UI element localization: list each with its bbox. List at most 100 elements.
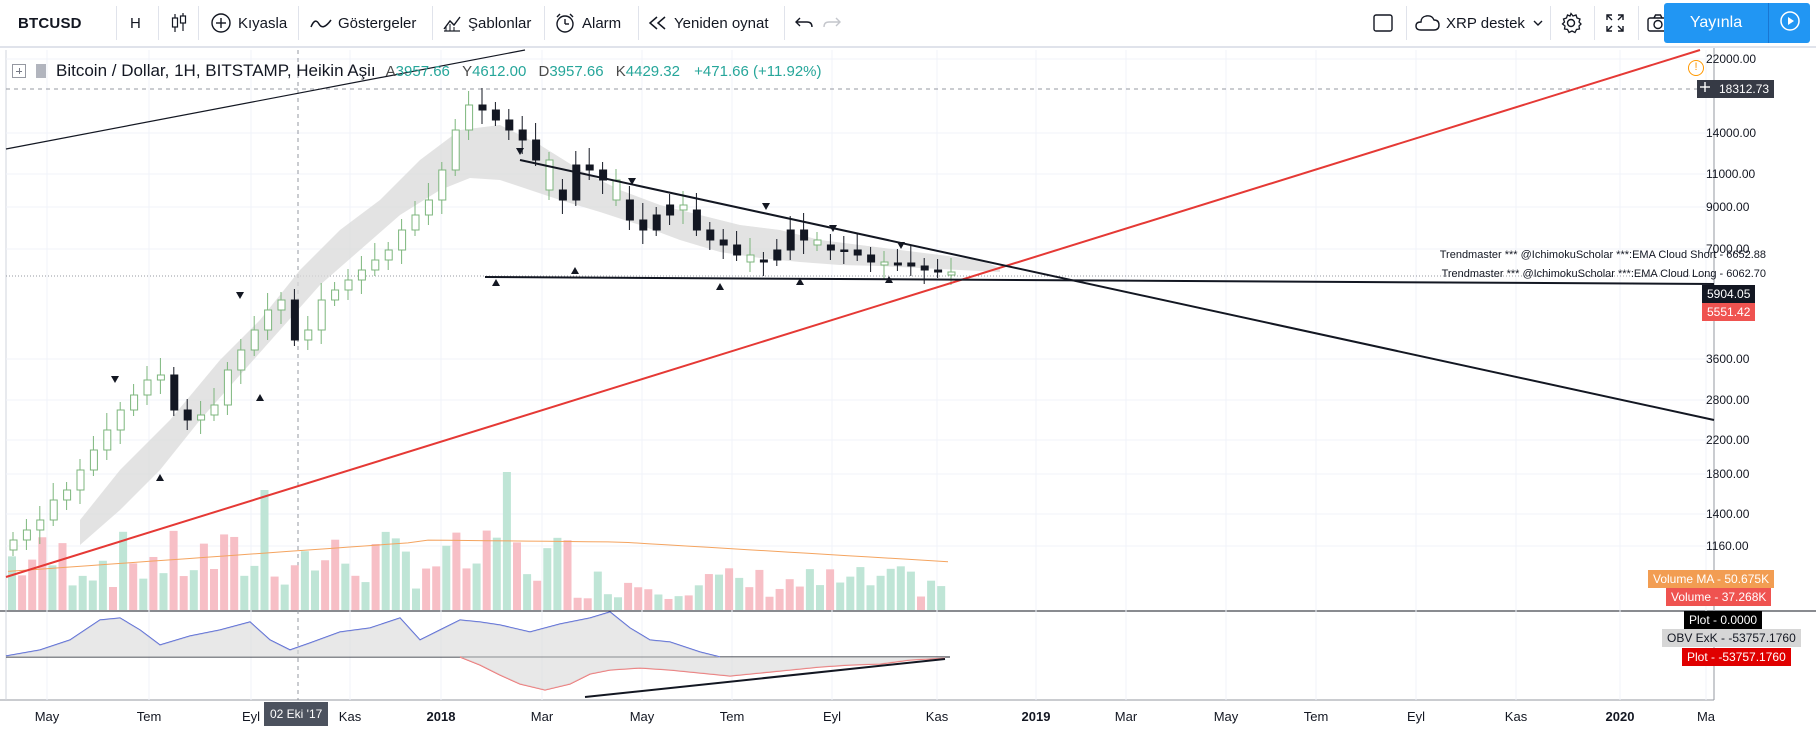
interval-button[interactable]: H bbox=[130, 0, 141, 46]
volume-badge: Volume - 37.268K bbox=[1666, 588, 1772, 606]
volume-bar bbox=[442, 545, 451, 610]
volume-bar bbox=[805, 569, 814, 610]
play-button[interactable] bbox=[1768, 3, 1810, 43]
volume-bar bbox=[745, 587, 754, 610]
ema-long-label: Trendmaster *** @IchimokuScholar ***:EMA… bbox=[1441, 268, 1766, 280]
cloud-icon bbox=[1414, 14, 1440, 32]
time-tick: May bbox=[34, 709, 60, 724]
volume-bar bbox=[755, 569, 764, 610]
redo-button[interactable] bbox=[822, 0, 848, 46]
candle-body bbox=[880, 261, 889, 266]
candle-body bbox=[893, 262, 902, 266]
publish-button[interactable]: Yayınla bbox=[1664, 3, 1768, 43]
templates-label: Şablonlar bbox=[468, 14, 532, 32]
warning-icon[interactable]: ! bbox=[1688, 60, 1704, 76]
compare-button[interactable]: Kıyasla bbox=[210, 0, 287, 46]
candle-body bbox=[639, 219, 648, 231]
volume-bar bbox=[78, 575, 87, 610]
candle-body bbox=[733, 244, 742, 256]
volume-bar bbox=[816, 585, 824, 610]
low-value: 3957.66 bbox=[549, 62, 604, 80]
time-tick: Kas bbox=[1504, 709, 1528, 724]
open-value: 3957.66 bbox=[395, 62, 450, 80]
volume-bar bbox=[775, 588, 784, 610]
time-tick: Eyl bbox=[822, 709, 842, 724]
undo-button[interactable] bbox=[794, 0, 820, 46]
candle-body bbox=[491, 109, 500, 121]
price-tick: 11000.00 bbox=[1706, 167, 1756, 181]
pivot-high-marker bbox=[762, 203, 770, 210]
candle-body bbox=[344, 279, 353, 291]
candle-body bbox=[706, 229, 715, 241]
indicators-label: Göstergeler bbox=[338, 14, 417, 32]
candle-body bbox=[438, 169, 447, 201]
fullscreen-toggle[interactable] bbox=[1372, 0, 1400, 46]
volume-bar bbox=[704, 574, 713, 610]
close-key: K bbox=[615, 62, 626, 80]
candle-body bbox=[840, 249, 849, 252]
volume-bar bbox=[28, 559, 37, 610]
volume-bar bbox=[624, 582, 633, 610]
volume-bar bbox=[583, 598, 592, 610]
rewind-icon bbox=[648, 15, 668, 31]
volume-bar bbox=[654, 594, 663, 610]
ohlc-values: A3957.66 Y4612.00 D3957.66 K4429.32 +471… bbox=[386, 63, 822, 80]
replay-button[interactable]: Yeniden oynat bbox=[648, 0, 769, 46]
alert-button[interactable]: Alarm bbox=[554, 0, 621, 46]
candle-body bbox=[264, 309, 273, 331]
pivot-low-marker bbox=[796, 278, 804, 285]
candle-body bbox=[666, 204, 675, 216]
templates-button[interactable]: Şablonlar bbox=[442, 0, 531, 46]
volume-bar bbox=[280, 584, 289, 610]
volume-bar bbox=[8, 556, 16, 610]
volume-bar bbox=[765, 596, 774, 610]
high-value: 4612.00 bbox=[472, 62, 527, 80]
candle-body bbox=[679, 204, 688, 211]
volume-bar bbox=[785, 579, 794, 610]
chart-grid bbox=[0, 48, 1816, 701]
candle-body bbox=[183, 409, 192, 421]
volume-bar bbox=[664, 598, 673, 610]
plot2-label: Plot bbox=[1687, 650, 1708, 664]
candle-body bbox=[36, 519, 45, 531]
volume-bar bbox=[795, 586, 804, 610]
volume-bar bbox=[361, 582, 370, 610]
candle-body bbox=[585, 164, 594, 171]
volume-bar bbox=[472, 563, 481, 610]
collapse-legend-icon[interactable] bbox=[12, 64, 26, 78]
candle-body bbox=[290, 299, 299, 341]
settings-button[interactable] bbox=[1560, 0, 1588, 46]
volume-bar bbox=[492, 537, 501, 610]
high-key: Y bbox=[462, 62, 473, 80]
volume-bar bbox=[270, 576, 279, 610]
expand-button[interactable] bbox=[1604, 0, 1632, 46]
volume-bar bbox=[260, 490, 269, 610]
plot-label: Plot bbox=[1689, 613, 1710, 627]
chart-style-button[interactable] bbox=[170, 0, 194, 46]
watchlist-dropdown[interactable]: XRP destek bbox=[1414, 0, 1549, 46]
volume-bar bbox=[129, 563, 138, 610]
volume-bar bbox=[240, 575, 249, 610]
price-tick: 1400.00 bbox=[1706, 507, 1750, 521]
indicators-button[interactable]: Göstergeler bbox=[310, 0, 416, 46]
volume-bar bbox=[412, 588, 420, 610]
volume-bar bbox=[68, 585, 77, 610]
candle-body bbox=[76, 469, 85, 491]
candle-body bbox=[116, 409, 125, 431]
time-tick: Mar bbox=[1114, 709, 1138, 724]
volume-bar bbox=[917, 596, 925, 610]
price-tick: 1800.00 bbox=[1706, 467, 1750, 481]
pivot-low-marker bbox=[885, 276, 893, 283]
volume-bar bbox=[250, 565, 259, 610]
candle-body bbox=[451, 129, 460, 171]
add-alert-icon[interactable] bbox=[1698, 80, 1712, 94]
time-tick: Ma bbox=[1696, 709, 1716, 724]
volume-bar bbox=[513, 542, 521, 610]
candle-body bbox=[800, 229, 809, 241]
volume-bar bbox=[300, 551, 309, 610]
candle-body bbox=[692, 209, 701, 231]
symbol-search[interactable]: BTCUSD bbox=[18, 0, 82, 46]
obv-positive-fill bbox=[6, 612, 720, 657]
volume-bar bbox=[401, 551, 410, 610]
